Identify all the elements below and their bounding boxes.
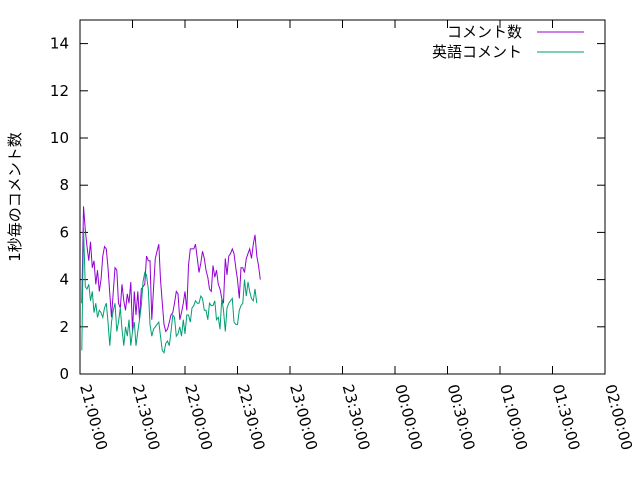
y-axis: 0 2 4 6 8 10 12 14 (50, 35, 605, 383)
y-tick-label: 6 (59, 223, 69, 241)
x-tick-label: 01:00:00 (496, 382, 531, 452)
x-tick-label: 01:30:00 (549, 382, 584, 452)
plot-frame (79, 19, 606, 375)
y-tick-label: 0 (59, 365, 69, 383)
x-axis: 21:00:00 21:30:00 22:00:00 22:30:00 23:00:00… (76, 20, 636, 452)
x-tick-label: 22:00:00 (181, 382, 216, 452)
y-axis-label: 1秒毎のコメント数 (6, 132, 24, 262)
y-tick-label: 8 (59, 176, 69, 194)
x-tick-label: 23:30:00 (339, 382, 374, 452)
x-tick-label: 22:30:00 (234, 382, 269, 452)
series-line-2 (81, 227, 258, 355)
x-tick-label: 00:00:00 (391, 382, 426, 452)
x-tick-label: 00:30:00 (444, 382, 479, 452)
x-tick-label: 21:00:00 (76, 382, 111, 452)
y-tick-label: 2 (59, 318, 69, 336)
legend-label: 英語コメント (432, 43, 522, 61)
y-tick-label: 4 (59, 271, 69, 289)
legend-label: コメント数 (447, 23, 522, 41)
y-tick-label: 10 (50, 129, 69, 147)
x-tick-label: 21:30:00 (129, 382, 164, 452)
series-line-1 (81, 206, 261, 333)
x-tick-label: 23:00:00 (286, 382, 321, 452)
x-tick-label: 02:00:00 (601, 382, 636, 452)
y-tick-label: 14 (50, 35, 69, 53)
series-group (81, 206, 261, 355)
y-tick-label: 12 (50, 82, 69, 100)
